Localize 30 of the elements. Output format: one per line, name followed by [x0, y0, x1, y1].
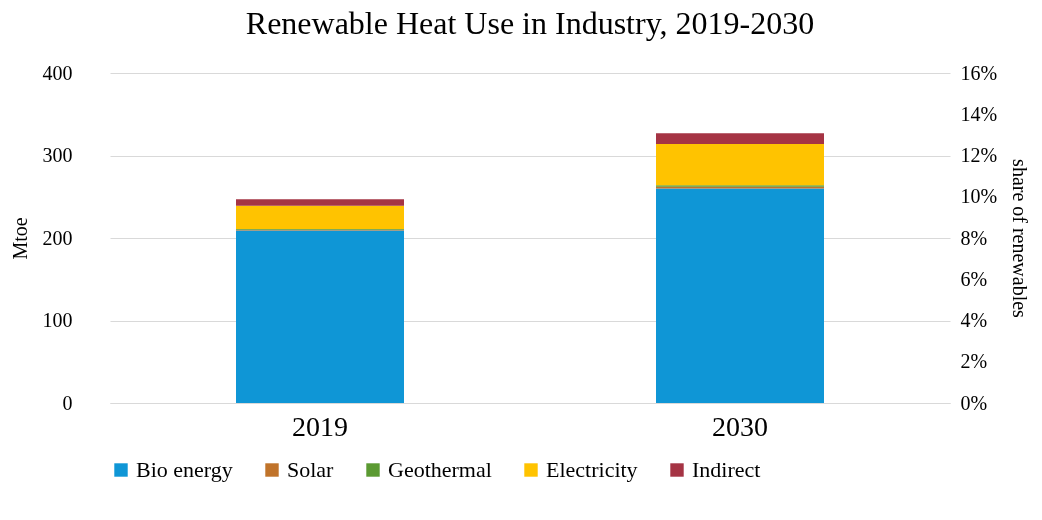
y2-axis-title: share of renewables	[1009, 159, 1032, 319]
y2-tick-label: 16%	[960, 61, 998, 84]
y2-tick-label: 12%	[960, 144, 998, 166]
y-tick-label: 400	[42, 61, 73, 84]
bar	[656, 133, 824, 144]
bar	[236, 199, 404, 206]
y2-tick-label: 8%	[960, 226, 988, 249]
legend-label: Indirect	[692, 457, 761, 482]
y2-tick-label: 4%	[960, 309, 988, 331]
chart-title: Renewable Heat Use in Industry, 2019-2030	[245, 5, 815, 41]
legend-label: Bio energy	[136, 457, 233, 482]
x-tick-label: 2019	[292, 410, 348, 442]
bar	[656, 188, 824, 403]
bar	[656, 143, 824, 186]
y2-tick-label: 2%	[960, 350, 988, 373]
y2-tick-label: 0%	[960, 391, 988, 414]
y-tick-label: 300	[42, 144, 73, 166]
bar	[236, 205, 404, 229]
legend-label: Solar	[287, 457, 335, 482]
y2-tick-label: 14%	[960, 102, 998, 125]
legend-label: Electricity	[546, 457, 638, 482]
y-tick-label: 100	[42, 309, 73, 331]
x-tick-label: 2030	[712, 410, 768, 442]
y2-tick-label: 10%	[960, 185, 998, 208]
y2-tick-label: 6%	[960, 267, 988, 290]
legend-label: Geothermal	[388, 457, 492, 482]
bar	[236, 230, 404, 403]
y-tick-label: 200	[42, 226, 73, 249]
y-axis-title: Mtoe	[8, 217, 31, 260]
y-tick-label: 0	[62, 391, 73, 414]
